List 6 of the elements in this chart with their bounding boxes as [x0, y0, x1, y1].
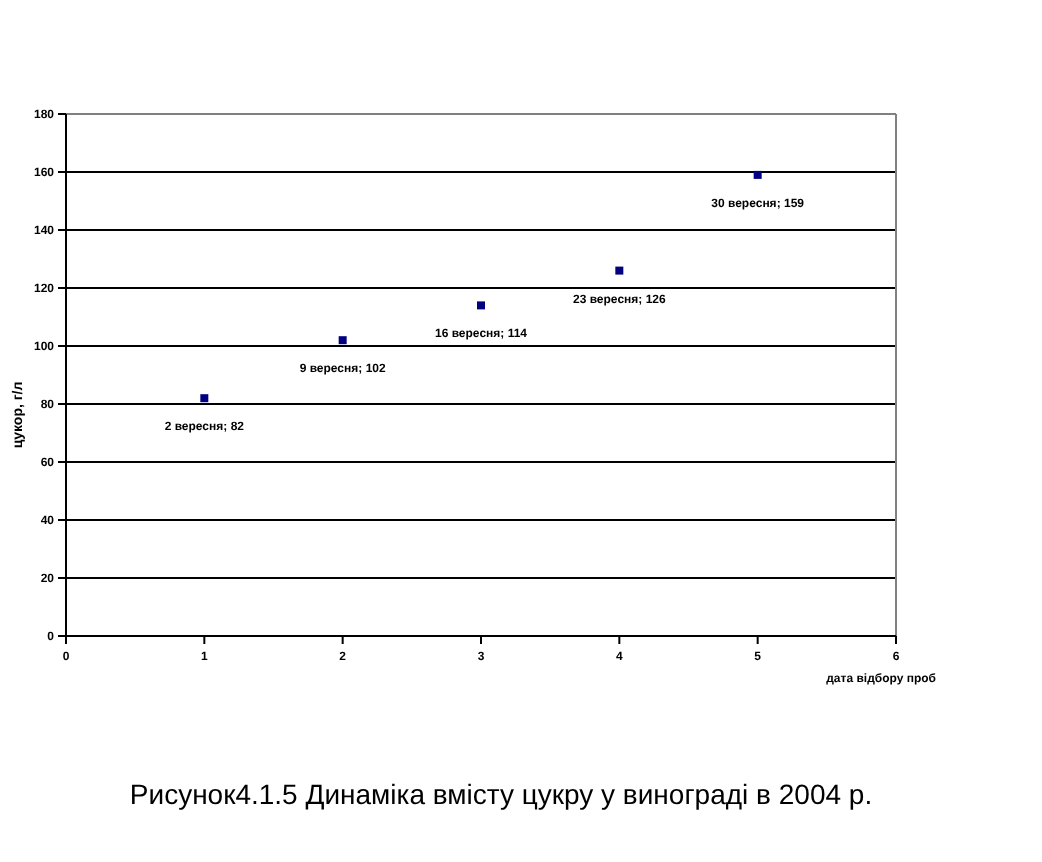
point [615, 266, 624, 275]
text: Рисунок4.1.5 Динаміка вмісту цукру у винограді в 2004 р. [129, 778, 873, 810]
point [200, 394, 209, 403]
point [338, 336, 347, 345]
point [753, 170, 762, 179]
point [477, 301, 485, 310]
